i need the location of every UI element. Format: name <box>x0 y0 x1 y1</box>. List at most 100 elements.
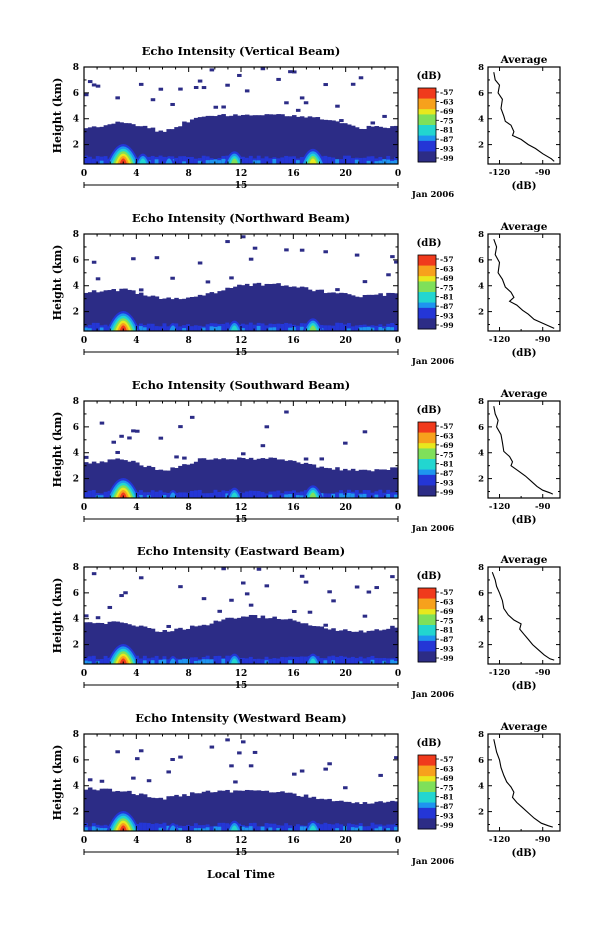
heatmap-cell <box>370 327 376 331</box>
heatmap-cell <box>237 457 242 498</box>
heatmap-cell <box>162 799 168 831</box>
heatmap-cell <box>331 660 336 664</box>
heatmap-cell <box>189 156 195 164</box>
heatmap-cell <box>221 458 226 498</box>
heatmap-cell <box>299 656 305 664</box>
heatmap-cell <box>115 96 120 100</box>
heatmap-cell <box>99 495 105 498</box>
heatmap-cell <box>217 459 222 498</box>
heatmap-cell <box>366 803 372 831</box>
heatmap-cell <box>323 493 328 498</box>
heatmap-cell <box>303 457 309 461</box>
heatmap-cell <box>162 323 168 331</box>
heatmap-cell <box>252 115 258 164</box>
colorbar-swatch <box>418 318 436 325</box>
colorbar-swatch <box>418 755 436 761</box>
colorbar-tick-label: -63 <box>440 597 454 606</box>
heatmap-cell <box>158 155 164 164</box>
avg-y-tick-label: 2 <box>478 141 484 151</box>
heatmap-cell <box>229 792 234 831</box>
heatmap-cell <box>197 261 203 265</box>
date-label: Jan 2006 <box>411 524 454 534</box>
y-tick-label: 8 <box>73 63 79 73</box>
heatmap-cell <box>354 253 360 257</box>
heatmap-cells <box>84 567 398 664</box>
heatmap-cell <box>248 603 254 607</box>
heatmap-cell <box>174 157 179 164</box>
heatmap-cell <box>142 660 148 664</box>
heatmap-cell <box>197 489 203 498</box>
y-tick-label: 8 <box>73 397 79 407</box>
colorbar-swatch <box>418 292 436 298</box>
colorbar-tick-label: -57 <box>440 422 454 431</box>
avg-x-label: (dB) <box>512 515 537 526</box>
heatmap-cell <box>162 659 168 664</box>
heatmap-cell <box>323 822 328 831</box>
heatmap-cell <box>280 493 285 498</box>
x-tick-label: 12 <box>235 669 248 679</box>
avg-y-tick-label: 8 <box>478 63 484 73</box>
heatmap-cell <box>331 157 336 164</box>
heatmap-cell <box>158 87 164 91</box>
heatmap-cell <box>378 630 383 664</box>
heatmap-cell <box>95 827 101 831</box>
heatmap-cell <box>335 288 340 292</box>
heatmap-cell <box>103 462 109 498</box>
heatmap-cell <box>154 326 160 331</box>
heatmap-cell <box>272 491 277 498</box>
heatmap-peak <box>309 325 317 331</box>
colorbar-swatch <box>418 427 436 434</box>
heatmap-cell <box>366 490 372 498</box>
heatmap-cell <box>217 291 222 331</box>
colorbar-swatch <box>418 781 436 788</box>
heatmap-cell <box>276 658 281 664</box>
heatmap-cell <box>178 465 183 498</box>
heatmap-cell <box>107 459 113 498</box>
heatmap-cell <box>201 791 207 831</box>
heatmap-cell <box>374 586 379 590</box>
heatmap-cells <box>84 235 398 331</box>
heatmap-cell <box>343 123 348 164</box>
heatmap-cell <box>138 126 144 164</box>
heatmap-cell <box>256 491 262 498</box>
average-profile-line <box>493 739 553 828</box>
heatmap-cell <box>174 297 179 331</box>
heatmap-cell <box>201 116 207 164</box>
heatmap-cell <box>95 156 101 164</box>
heatmap-cell <box>193 626 199 664</box>
heatmap-cell <box>162 630 168 664</box>
heatmap-cell <box>276 283 281 331</box>
x-tick-label: 16 <box>287 836 300 846</box>
heatmap-cell <box>307 116 313 164</box>
heatmap-cell <box>256 826 262 831</box>
heatmap-cell <box>303 287 309 331</box>
heatmap-cell <box>127 436 132 440</box>
heatmap-cell <box>299 326 305 331</box>
colorbar-swatch <box>418 656 436 663</box>
avg-x-tick-label: -90 <box>535 668 550 678</box>
heatmap-cell <box>260 659 266 664</box>
heatmap-cell <box>123 623 128 664</box>
heatmap-cell <box>158 631 164 664</box>
heatmap-cell <box>339 119 344 123</box>
heatmap-cell <box>303 580 309 584</box>
heatmap-cell <box>241 457 246 498</box>
heatmap-cell <box>272 457 277 498</box>
heatmap-cell <box>374 161 379 164</box>
heatmap-cell <box>103 491 109 498</box>
heatmap-cell <box>276 828 281 831</box>
heatmap-cell <box>225 116 230 164</box>
heatmap-cell <box>95 622 101 664</box>
heatmap-cell <box>237 617 242 664</box>
heatmap-cell <box>327 590 332 594</box>
colorbar-tick-label: -63 <box>440 431 454 440</box>
x-tick-label: 8 <box>186 669 192 679</box>
heatmap-cell <box>84 614 89 618</box>
heatmap-cell <box>354 658 360 664</box>
heatmap-cell <box>209 492 215 498</box>
heatmap-cell <box>299 248 305 252</box>
heatmap-cell <box>213 489 219 498</box>
heatmap-cell <box>276 114 281 164</box>
heatmap-cell <box>84 462 89 498</box>
heatmap-cell <box>299 623 305 664</box>
